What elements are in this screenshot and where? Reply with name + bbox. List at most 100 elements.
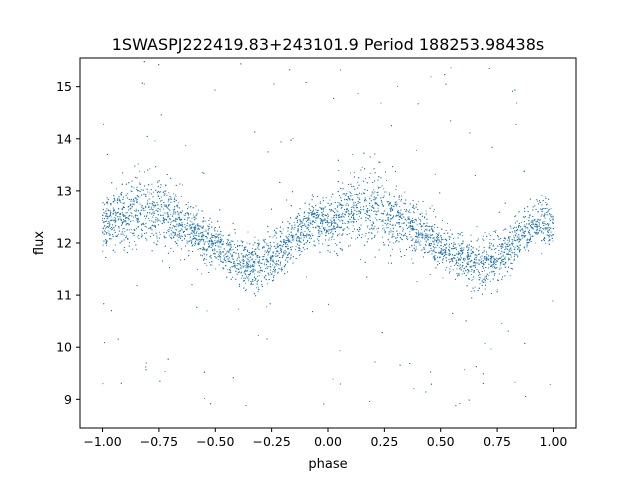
data-point [375, 213, 377, 215]
data-point [502, 244, 504, 246]
data-point [253, 264, 255, 266]
data-point [114, 216, 116, 219]
data-point [347, 222, 349, 224]
data-point [471, 279, 473, 281]
data-point [474, 257, 476, 259]
data-point [126, 212, 128, 214]
data-point [153, 206, 155, 208]
data-point [524, 227, 526, 229]
data-point [194, 225, 197, 227]
data-point [264, 241, 266, 243]
data-point [478, 276, 480, 278]
data-point [132, 248, 134, 250]
data-point [206, 264, 208, 266]
data-point [200, 236, 202, 238]
data-point [205, 258, 207, 261]
data-point [390, 230, 392, 232]
data-point [354, 238, 357, 240]
data-point [252, 271, 254, 273]
data-point [357, 196, 359, 198]
data-point [393, 242, 395, 244]
data-point [429, 236, 431, 238]
data-point [248, 264, 250, 266]
data-point [381, 220, 383, 222]
data-point [304, 231, 306, 233]
data-point [546, 211, 548, 213]
data-point [409, 212, 411, 214]
data-point [453, 265, 455, 267]
data-point [406, 237, 408, 239]
data-point [175, 228, 177, 230]
data-point [107, 217, 109, 219]
data-point [463, 247, 465, 249]
data-point [211, 221, 213, 223]
data-point [251, 283, 253, 285]
data-point [157, 194, 159, 196]
data-point [295, 245, 297, 247]
data-point [240, 277, 242, 279]
data-point [144, 209, 146, 211]
data-point [142, 210, 144, 212]
data-point [153, 214, 155, 216]
data-point [377, 207, 379, 209]
data-point [423, 236, 425, 238]
data-point [416, 223, 418, 226]
data-point [513, 235, 515, 237]
data-point [198, 226, 200, 228]
data-point [548, 226, 550, 228]
data-point [244, 282, 246, 284]
data-point [151, 206, 153, 208]
data-point [185, 204, 187, 206]
data-point [166, 194, 168, 196]
data-point [434, 250, 436, 252]
data-point [347, 212, 349, 214]
data-point [323, 219, 325, 221]
data-point [266, 249, 268, 251]
data-point [373, 192, 375, 194]
data-point [219, 256, 221, 259]
data-point [490, 235, 492, 237]
data-point [187, 241, 189, 243]
data-point [423, 234, 425, 236]
data-point [510, 256, 512, 258]
data-point [499, 264, 501, 266]
data-point [374, 217, 376, 219]
data-point [404, 208, 406, 210]
data-point [280, 251, 282, 253]
data-point [161, 206, 163, 208]
data-point [509, 275, 511, 277]
data-point [470, 274, 472, 276]
data-point [137, 163, 139, 165]
data-point [196, 224, 198, 226]
data-point [469, 278, 471, 280]
data-point [420, 234, 422, 236]
data-point [206, 241, 208, 243]
data-point [438, 246, 440, 248]
data-point [180, 234, 182, 236]
data-point [549, 384, 551, 386]
data-point [484, 288, 486, 290]
data-point [329, 204, 331, 207]
data-point [115, 213, 117, 215]
data-point [470, 255, 472, 257]
data-point [383, 188, 385, 190]
data-point [433, 255, 435, 257]
data-point [405, 210, 407, 212]
data-point [411, 218, 413, 220]
data-point [481, 258, 483, 260]
data-point [429, 229, 431, 231]
data-point [298, 254, 301, 256]
data-point [114, 219, 116, 221]
data-point [327, 217, 329, 219]
data-point [442, 256, 445, 258]
data-point [266, 245, 268, 247]
data-point [496, 257, 498, 259]
data-point [222, 235, 224, 237]
data-point [546, 227, 548, 229]
data-points [102, 61, 554, 407]
data-point [132, 220, 134, 222]
data-point [484, 232, 486, 234]
data-point [539, 219, 541, 222]
data-point [167, 230, 169, 232]
data-point [537, 200, 539, 202]
